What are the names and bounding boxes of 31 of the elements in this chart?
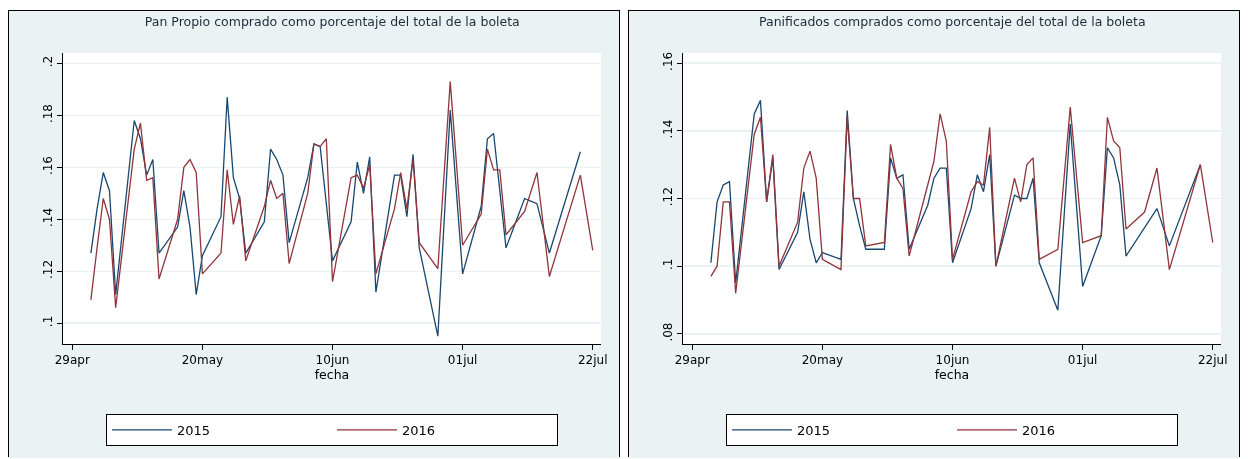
y-tick-label: .16 [41,155,56,176]
y-tick-label: .12 [41,259,56,279]
x-tick-label: 01jul [447,353,478,368]
legend-label: 2015 [177,422,211,438]
y-tick-label: .14 [661,119,676,139]
x-tick-label: 01jul [1067,353,1098,368]
x-axis-title: fecha [934,367,970,383]
y-tick-label: .18 [41,104,56,124]
y-tick-label: .12 [661,187,676,207]
chart-title: Pan Propio comprado como porcentaje del total de la boleta [144,14,520,30]
legend-label: 2015 [797,422,831,438]
x-tick-label: 29apr [674,353,710,368]
x-tick-label: 22jul [1197,353,1228,368]
x-tick-label: 10jun [315,353,350,368]
chart-title: Panificados comprados como porcentaje del total de la boleta [759,14,1146,30]
y-tick-label: .16 [661,51,676,71]
x-tick-label: 20may [801,353,844,368]
y-tick-label: .08 [661,322,676,342]
y-tick-label: .2 [41,55,56,68]
line-series [90,80,594,309]
legend-label: 2016 [402,422,436,438]
legend-label: 2016 [1022,422,1056,438]
x-tick-label: 22jul [577,353,608,368]
x-axis-title: fecha [314,367,350,383]
line-series [90,96,581,337]
x-tick-label: 29apr [54,353,90,368]
y-tick-label: .1 [41,315,56,328]
x-tick-label: 20may [181,353,224,368]
y-tick-label: .14 [41,207,56,228]
y-tick-label: .1 [661,258,676,271]
x-tick-label: 10jun [935,353,970,368]
